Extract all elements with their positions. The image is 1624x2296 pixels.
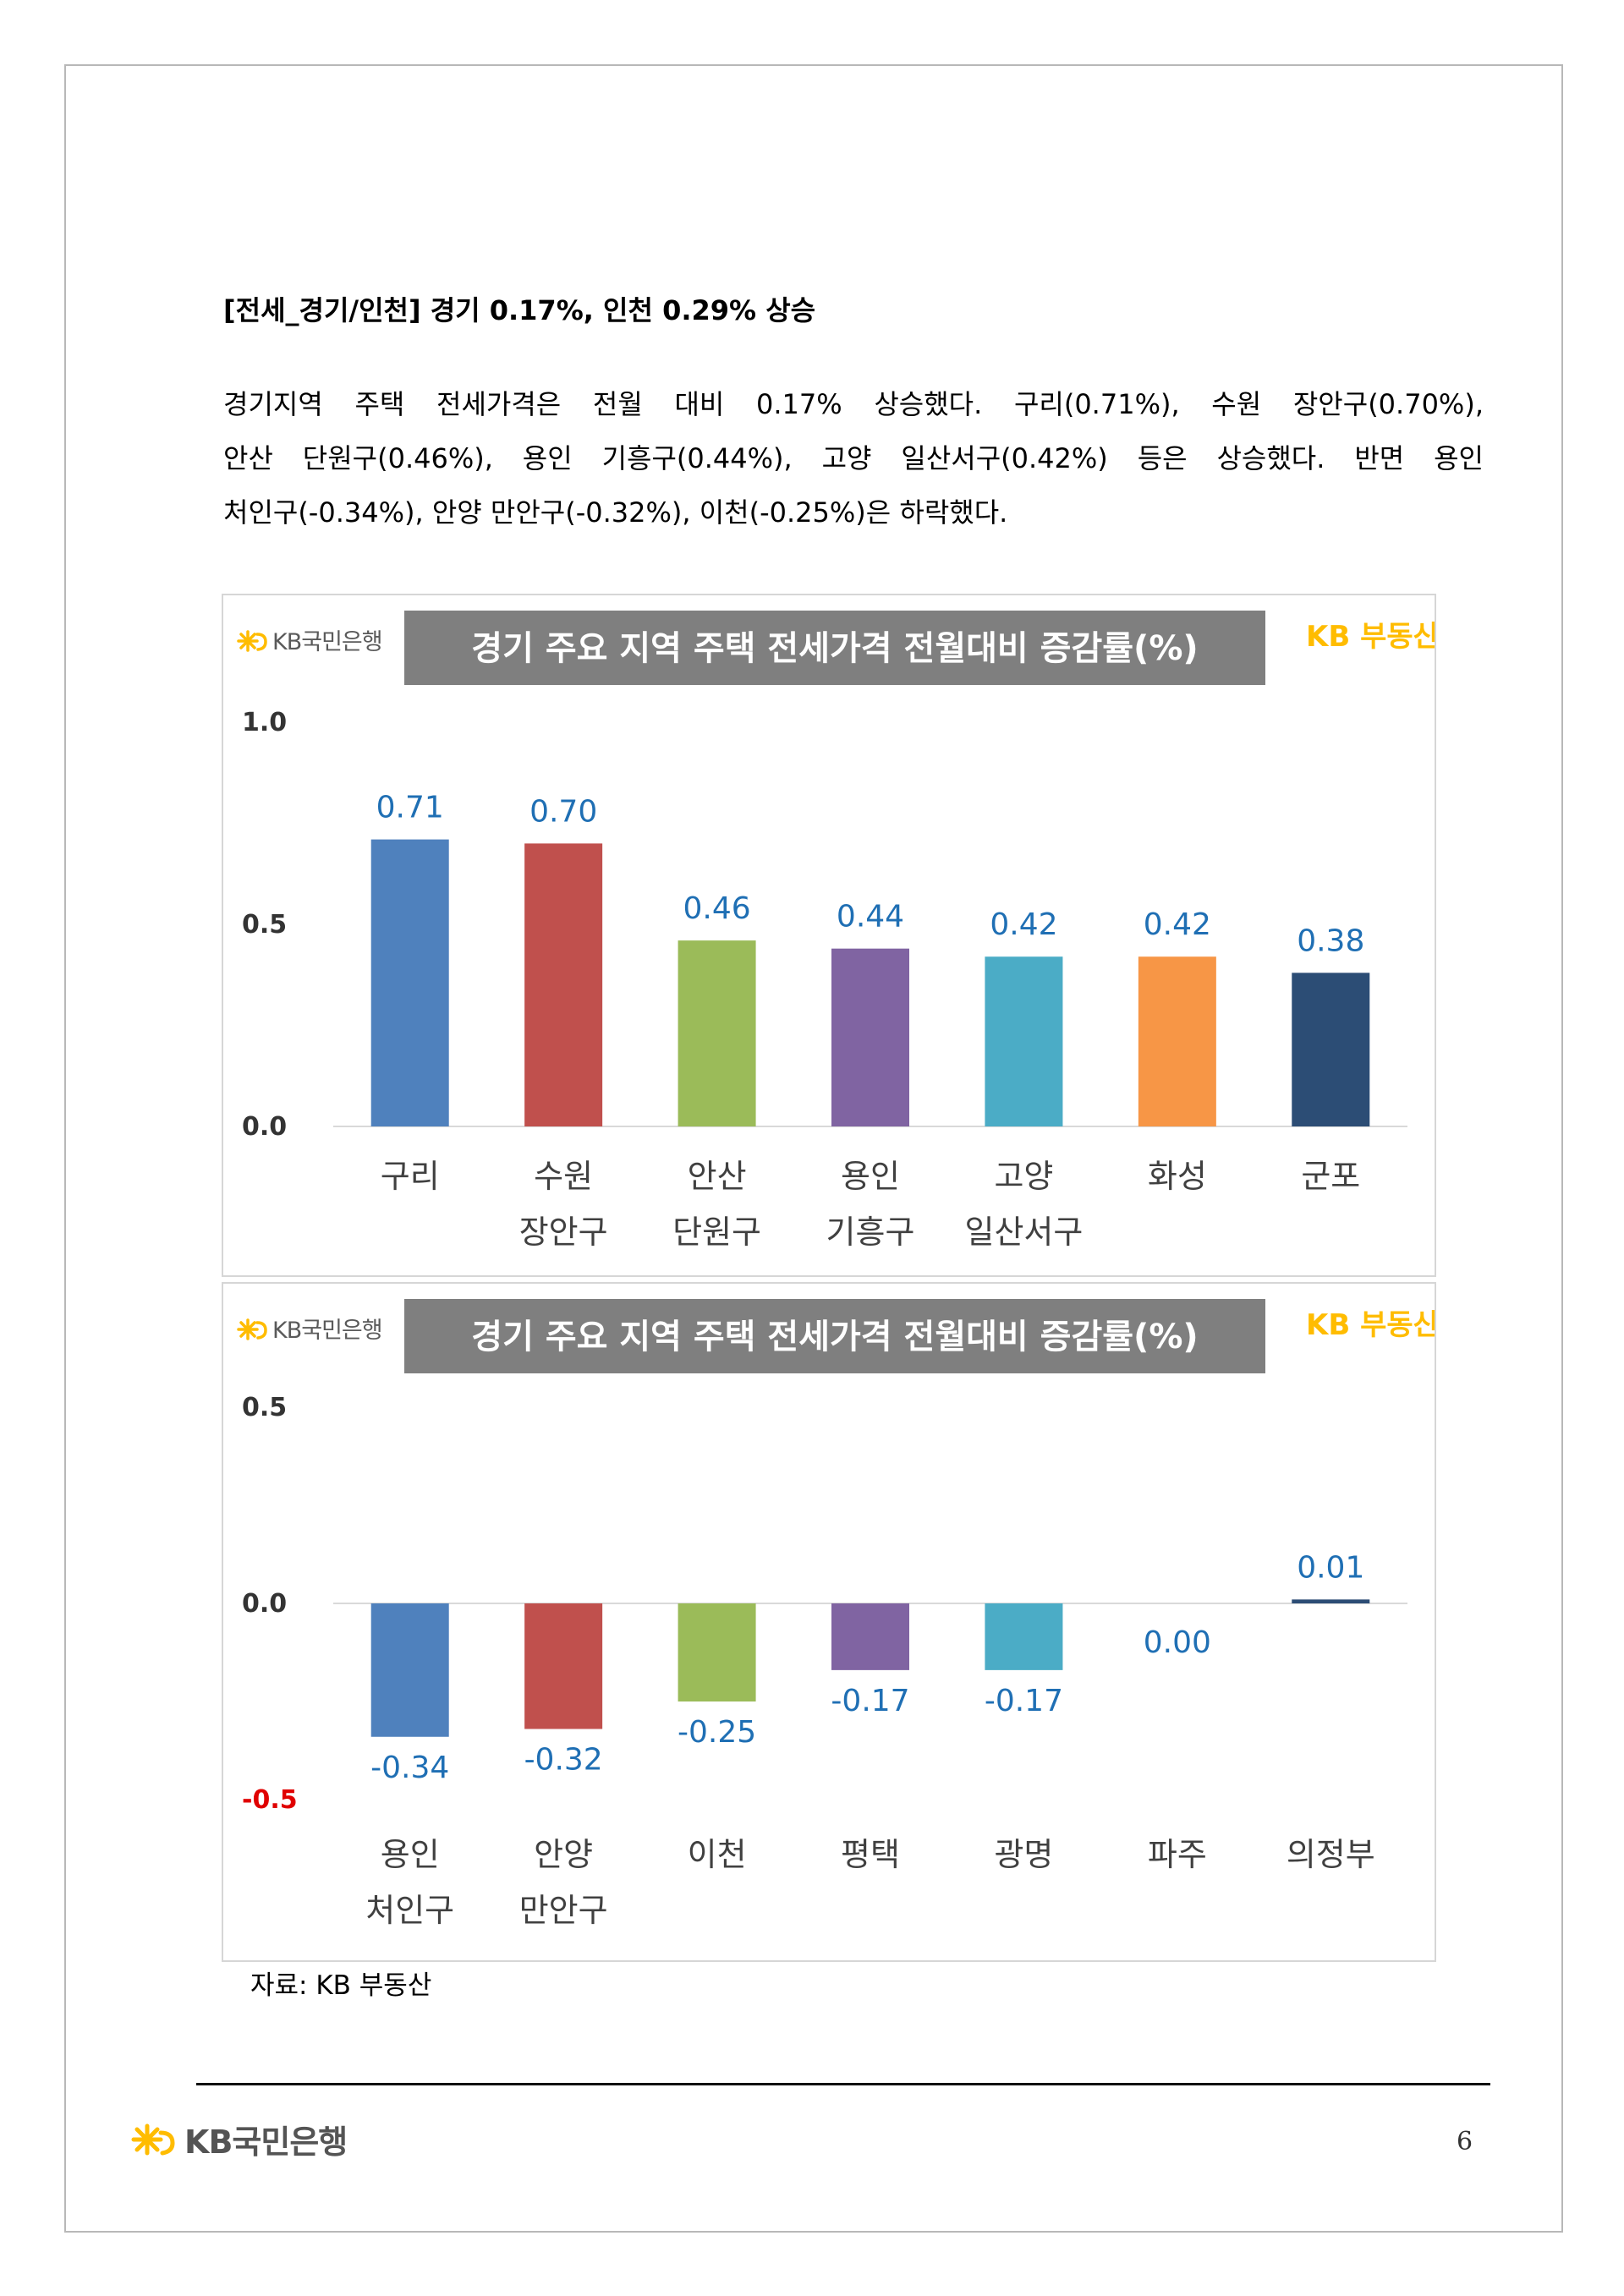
category-label: 만안구	[519, 1892, 608, 1929]
bar	[678, 940, 756, 1126]
y-tick-label: 0.0	[242, 1112, 287, 1142]
kb-bank-logo-text: KB국민은행	[272, 1318, 382, 1344]
category-label: 용인	[381, 1836, 440, 1873]
footer-divider	[196, 2083, 1490, 2085]
bar	[678, 1603, 756, 1701]
data-label: -0.25	[678, 1715, 756, 1750]
page-border	[64, 64, 1563, 2233]
y-tick-label: 0.5	[242, 910, 287, 940]
data-label: 0.00	[1144, 1625, 1211, 1660]
category-label: 안양	[534, 1836, 593, 1873]
y-tick-label: 0.5	[242, 1393, 287, 1422]
bar	[370, 1603, 449, 1737]
category-label: 파주	[1148, 1836, 1207, 1873]
kb-star-icon	[237, 630, 267, 652]
category-label: 고양	[994, 1158, 1053, 1195]
y-tick-label: 1.0	[242, 708, 287, 737]
data-label: 0.70	[529, 794, 597, 829]
kb-realestate-logo-text: KB 부동산	[1306, 1308, 1435, 1342]
kb-star-icon	[131, 2123, 175, 2155]
kb-star-tail	[255, 633, 267, 651]
page-number: 6	[1457, 2127, 1473, 2156]
kb-bank-logo-text: KB국민은행	[272, 629, 382, 655]
category-label: 군포	[1301, 1158, 1360, 1195]
data-label: -0.17	[831, 1684, 909, 1718]
category-label: 구리	[381, 1158, 440, 1195]
data-label: -0.34	[370, 1751, 449, 1785]
source-note: 자료: KB 부동산	[250, 1970, 432, 2001]
data-label: -0.32	[524, 1742, 603, 1777]
category-label: 단원구	[672, 1214, 761, 1251]
bar	[831, 1603, 909, 1670]
data-label: 0.44	[837, 900, 904, 934]
data-label: -0.17	[985, 1684, 1063, 1718]
kb-star-stroke	[239, 1321, 256, 1338]
chart-title-box	[404, 611, 1265, 685]
category-label: 처인구	[365, 1892, 454, 1929]
chart-title: 경기 주요 지역 주택 전세가격 전월대비 증감률(%)	[471, 629, 1198, 668]
kb-star-icon	[237, 1318, 267, 1340]
kb-star-stroke	[239, 633, 256, 649]
y-tick-label: -0.5	[242, 1785, 298, 1815]
category-label: 안산	[688, 1158, 747, 1195]
bar	[370, 839, 449, 1126]
data-label: 0.71	[376, 791, 444, 825]
bar	[985, 956, 1063, 1126]
kb-realestate-logo-text: KB 부동산	[1306, 620, 1435, 654]
bar	[1292, 973, 1370, 1126]
section-heading: [전세_경기/인천] 경기 0.17%, 인천 0.29% 상승	[223, 294, 816, 326]
chart-title-box	[404, 1299, 1265, 1373]
bar	[524, 1603, 603, 1729]
category-label: 화성	[1148, 1158, 1207, 1195]
category-label: 장안구	[519, 1214, 608, 1251]
chart-svg-2: KB국민은행 KB 부동산 경기 주요 지역 주택 전세가격 전월대비 증감률(%)…	[237, 1299, 1435, 1929]
data-label: 0.42	[1144, 907, 1211, 942]
chart-header: KB국민은행 KB 부동산	[237, 620, 1435, 655]
data-label: 0.42	[990, 907, 1057, 942]
chart-header: KB국민은행 KB 부동산	[237, 1308, 1435, 1344]
category-label: 용인	[841, 1158, 900, 1195]
category-label: 기흥구	[826, 1214, 915, 1251]
category-label: 수원	[534, 1158, 593, 1195]
chart-falling-regions: KB국민은행 KB 부동산 경기 주요 지역 주택 전세가격 전월대비 증감률(%)…	[222, 1282, 1436, 1962]
category-label: 의정부	[1287, 1836, 1375, 1873]
y-tick-label: 0.0	[242, 1589, 287, 1619]
kb-star-tail	[255, 1321, 267, 1340]
paragraph-line-1: 경기지역 주택 전세가격은 전월 대비 0.17% 상승했다. 구리(0.71%…	[223, 388, 1484, 420]
paragraph-line-2: 안산 단원구(0.46%), 용인 기흥구(0.44%), 고양 일산서구(0.…	[223, 442, 1484, 474]
bar	[1292, 1599, 1370, 1603]
footer-kb-logo: KB국민은행	[127, 2116, 348, 2162]
bar	[985, 1603, 1063, 1670]
paragraph-line-3: 처인구(-0.34%), 안양 만안구(-0.32%), 이천(-0.25%)은…	[223, 496, 1008, 529]
chart-rising-regions: KB국민은행 KB 부동산 경기 주요 지역 주택 전세가격 전월대비 증감률(%)…	[222, 594, 1436, 1277]
data-label: 0.46	[683, 891, 750, 926]
footer-logo-text: KB국민은행	[184, 2123, 348, 2161]
data-label: 0.38	[1297, 923, 1364, 958]
category-label: 일산서구	[965, 1214, 1084, 1251]
chart-title: 경기 주요 지역 주택 전세가격 전월대비 증감률(%)	[471, 1318, 1198, 1356]
bar	[831, 948, 909, 1126]
bar	[1138, 956, 1216, 1126]
category-label: 평택	[841, 1836, 900, 1873]
category-label: 광명	[994, 1836, 1053, 1873]
bar	[524, 843, 603, 1126]
chart-svg-1: KB국민은행 KB 부동산 경기 주요 지역 주택 전세가격 전월대비 증감률(%)…	[237, 611, 1435, 1251]
data-label: 0.01	[1297, 1550, 1364, 1585]
category-label: 이천	[688, 1836, 747, 1873]
